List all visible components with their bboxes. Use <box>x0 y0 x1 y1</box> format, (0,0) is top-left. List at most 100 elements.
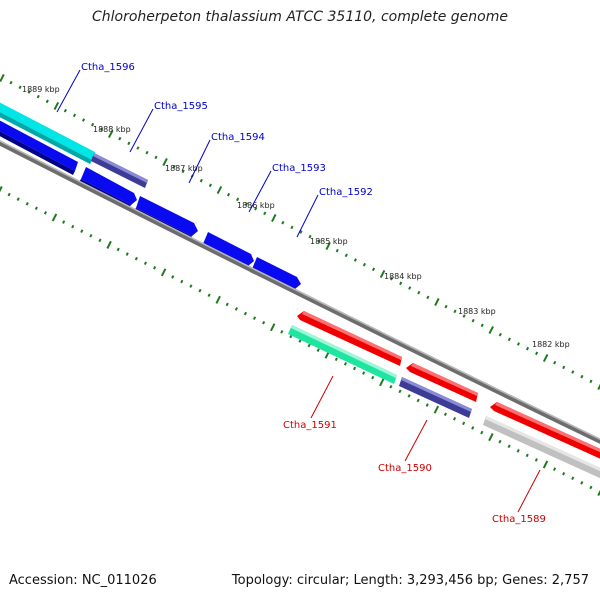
major-tick <box>325 241 331 251</box>
minor-tick <box>462 421 466 426</box>
minor-tick <box>516 342 520 346</box>
gene-label-ctha-1595[interactable]: Ctha_1595 <box>154 101 208 112</box>
minor-tick <box>390 276 394 281</box>
lower-tick-track <box>0 185 600 497</box>
minor-tick <box>198 288 202 293</box>
minor-tick <box>71 224 75 229</box>
gene-ctha-1590-navy-hl <box>401 377 472 412</box>
minor-tick <box>25 201 29 206</box>
minor-tick <box>16 197 20 201</box>
minor-tick <box>18 85 22 90</box>
minor-tick <box>516 449 520 453</box>
major-tick <box>434 297 440 307</box>
gene-label-ctha-1592[interactable]: Ctha_1592 <box>319 187 373 198</box>
minor-tick <box>116 247 120 252</box>
accession-text: Accession: NC_011026 <box>9 573 157 588</box>
minor-tick <box>353 258 357 262</box>
minor-tick <box>226 192 231 197</box>
minor-tick <box>189 284 193 288</box>
gene-ctha-1590-red[interactable] <box>406 363 478 402</box>
gene-blue-4[interactable] <box>203 232 254 266</box>
minor-tick <box>443 412 448 417</box>
minor-tick <box>63 108 67 113</box>
gene-ctha-1589-red[interactable] <box>490 402 600 460</box>
reverse-strand <box>288 311 600 479</box>
major-tick <box>379 269 386 279</box>
minor-tick <box>580 374 584 379</box>
minor-tick <box>362 262 366 267</box>
kbp-label: 1888 kbp <box>93 125 131 134</box>
minor-tick <box>281 220 285 225</box>
major-tick <box>597 489 600 497</box>
minor-tick <box>562 471 566 476</box>
major-tick <box>488 433 494 442</box>
minor-tick <box>127 141 131 146</box>
minor-tick <box>580 481 584 485</box>
gene-label-ctha-1594[interactable]: Ctha_1594 <box>211 132 265 143</box>
minor-tick <box>398 389 402 394</box>
forward-gene-labels: Ctha_1596 Ctha_1595 Ctha_1594 Ctha_1593 … <box>56 62 373 238</box>
gene-label-ctha-1591[interactable]: Ctha_1591 <box>283 420 337 431</box>
minor-tick <box>80 229 84 233</box>
minor-tick <box>254 206 258 211</box>
minor-tick <box>180 279 184 284</box>
minor-tick <box>225 302 229 307</box>
gene-label-ctha-1593[interactable]: Ctha_1593 <box>272 163 326 174</box>
minor-tick <box>245 202 249 206</box>
minor-tick <box>589 379 593 384</box>
minor-tick <box>371 267 376 272</box>
minor-tick <box>34 206 38 211</box>
minor-tick <box>45 99 49 104</box>
minor-tick <box>389 384 393 389</box>
minor-tick <box>452 416 457 421</box>
gene-ctha-1591-upper-hl <box>302 311 402 360</box>
major-tick <box>270 323 276 332</box>
minor-tick <box>407 394 411 398</box>
gene-ctha-1596-cyan[interactable] <box>0 100 95 160</box>
minor-tick <box>171 275 175 279</box>
kbp-scale: 1889 kbp 1888 kbp 1887 kbp 1886 kbp 1885… <box>22 85 570 349</box>
minor-tick <box>307 343 311 348</box>
gene-ctha-1592[interactable] <box>252 257 301 289</box>
minor-tick <box>299 230 303 234</box>
gene-ctha-1593[interactable] <box>136 196 198 236</box>
major-tick <box>108 129 114 139</box>
gene-ctha-1589-gray-hl <box>485 416 600 472</box>
minor-tick <box>507 337 511 342</box>
minor-tick <box>125 252 129 256</box>
minor-tick <box>471 318 475 323</box>
minor-tick <box>280 330 284 334</box>
minor-tick <box>298 339 302 343</box>
gene-ctha-1589-gray[interactable] <box>483 416 600 479</box>
kbp-label: 1887 kbp <box>165 164 203 173</box>
minor-tick <box>136 146 140 150</box>
gene-label-ctha-1589[interactable]: Ctha_1589 <box>492 514 546 525</box>
gene-label-ctha-1590[interactable]: Ctha_1590 <box>378 463 432 474</box>
minor-tick <box>262 320 266 325</box>
map-title: Chloroherpeton thalassium ATCC 35110, co… <box>92 9 508 25</box>
major-tick <box>106 240 112 249</box>
kbp-label: 1883 kbp <box>458 307 496 316</box>
major-tick <box>51 213 58 222</box>
gene-ctha-1591-upper[interactable] <box>297 311 402 366</box>
gene-label-ctha-1596[interactable]: Ctha_1596 <box>81 62 135 73</box>
gene-ctha-1594[interactable] <box>81 167 137 205</box>
minor-tick <box>371 375 375 380</box>
gene-ctha-1595-highlight <box>93 153 148 183</box>
major-tick <box>162 157 168 167</box>
minor-tick <box>343 362 348 366</box>
major-tick <box>215 295 221 304</box>
minor-tick <box>507 444 511 449</box>
minor-tick <box>525 346 530 351</box>
gene-blue-1[interactable] <box>0 118 78 171</box>
reverse-gene-labels: Ctha_1591 Ctha_1590 Ctha_1589 <box>283 375 546 525</box>
minor-tick <box>208 183 212 188</box>
minor-tick <box>9 80 13 85</box>
gene-ctha-1590-red-hl <box>411 363 478 396</box>
minor-tick <box>145 150 149 155</box>
minor-tick <box>82 118 86 122</box>
gene-ctha-1589-red-hl <box>495 402 600 453</box>
gene-ctha-1591-teal[interactable] <box>288 325 397 384</box>
major-tick <box>216 185 223 195</box>
minor-tick <box>317 239 321 244</box>
